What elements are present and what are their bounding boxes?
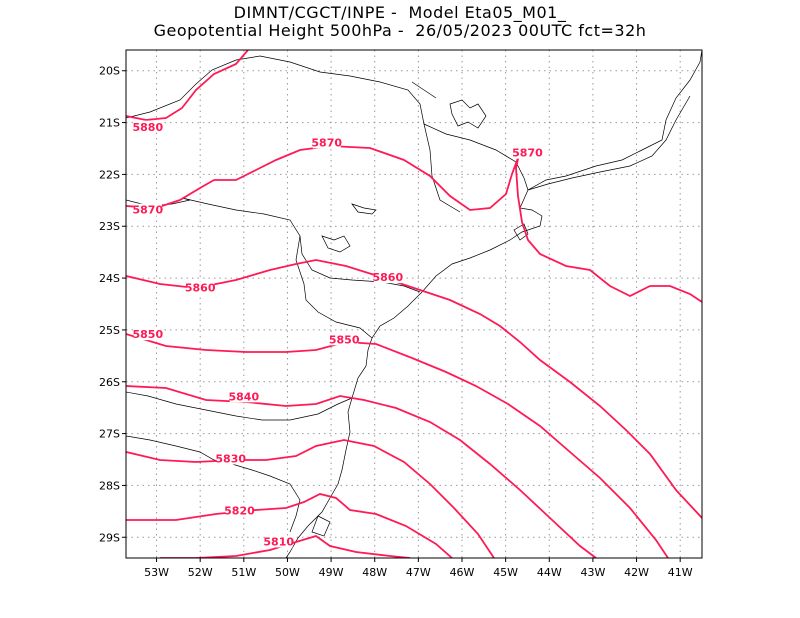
- x-tick-label: 48W: [362, 566, 387, 579]
- contour-label-5860: 5860: [185, 281, 216, 294]
- title-block: DIMNT/CGCT/INPE - Model Eta05_M01_ Geopo…: [0, 4, 800, 40]
- contour-label-5870: 5870: [512, 147, 543, 160]
- y-tick-label: 29S: [99, 531, 120, 544]
- contour-label-bg: [186, 281, 215, 294]
- reservoir-4: [411, 81, 437, 99]
- y-tick-label: 26S: [99, 376, 120, 389]
- coast-lagoon: [311, 515, 331, 537]
- x-tick-label: 41W: [668, 566, 693, 579]
- contour-label-bg: [513, 146, 542, 159]
- contour-5870-line: [126, 145, 702, 303]
- contour-label-bg: [133, 203, 162, 216]
- contour-label-5850: 5850: [329, 333, 360, 346]
- coast-island: [513, 223, 529, 241]
- contour-5830-line: [126, 439, 495, 558]
- border-mg-rj: [527, 95, 691, 191]
- x-tick-label: 42W: [624, 566, 649, 579]
- y-tick-label: 28S: [99, 479, 120, 492]
- y-tick-label: 22S: [99, 168, 120, 181]
- contour-5820-line: [126, 493, 453, 558]
- contour-5840-line: [126, 385, 597, 558]
- contour-5860-line: [126, 259, 702, 519]
- x-tick-label: 47W: [406, 566, 431, 579]
- reservoir-2: [321, 235, 351, 253]
- y-tick-label: 23S: [99, 220, 120, 233]
- contour-labels: 5880 5870 5870 5870 5860 5860 5850 5850 5840 5830…: [133, 121, 544, 549]
- map-background: [126, 50, 702, 558]
- border-mg-sp: [423, 123, 529, 191]
- x-tick-label: 53W: [144, 566, 169, 579]
- y-tick-label: 20S: [99, 65, 120, 78]
- contour-5880-line: [126, 50, 249, 121]
- contour-label-bg: [133, 328, 162, 341]
- contour-5850-line: [126, 333, 669, 558]
- contour-label-5870: 5870: [133, 204, 164, 217]
- y-tick-label: 27S: [99, 428, 120, 441]
- x-tick-label: 44W: [537, 566, 562, 579]
- contour-label-5860: 5860: [373, 271, 404, 284]
- y-axis-ticks: 20S 21S 22S 23S 24S 25S 26S 27S 28S 29S: [99, 65, 126, 544]
- x-tick-label: 45W: [493, 566, 518, 579]
- graticule: [126, 50, 702, 558]
- x-tick-label: 51W: [231, 566, 256, 579]
- y-tick-label: 25S: [99, 324, 120, 337]
- contour-label-bg: [133, 120, 162, 133]
- map-frame: [125, 49, 703, 559]
- title-line-2: Geopotential Height 500hPa - 26/05/2023 …: [153, 21, 647, 40]
- x-tick-label: 52W: [188, 566, 213, 579]
- contour-label-5870: 5870: [311, 136, 342, 149]
- reservoir-3: [351, 203, 377, 215]
- contour-label-bg: [229, 390, 258, 403]
- x-tick-label: 49W: [319, 566, 344, 579]
- contour-label-5840: 5840: [229, 390, 260, 403]
- reservoir-1: [449, 99, 487, 129]
- border-sc-rs: [126, 391, 353, 421]
- contour-label-5850: 5850: [133, 328, 164, 341]
- contour-label-5880: 5880: [133, 121, 164, 134]
- title-line-1: DIMNT/CGCT/INPE - Model Eta05_M01_: [233, 3, 567, 22]
- coastline: [285, 50, 702, 558]
- contour-label-bg: [373, 271, 402, 284]
- x-tick-label: 50W: [275, 566, 300, 579]
- x-tick-label: 43W: [580, 566, 605, 579]
- contour-label-bg: [216, 452, 245, 465]
- contour-5810-line: [160, 535, 411, 558]
- contour-label-bg: [330, 333, 359, 346]
- y-tick-label: 21S: [99, 117, 120, 130]
- x-tick-label: 46W: [450, 566, 475, 579]
- border-ms-sp: [126, 55, 461, 213]
- x-axis-ticks: 53W 52W 51W 50W 49W 48W 47W 46W 45W 44W 43W 42W 41W: [144, 558, 693, 579]
- contour-label-5820: 5820: [224, 504, 255, 517]
- contour-lines: [126, 50, 702, 558]
- contour-label-bg: [312, 136, 341, 149]
- y-tick-label: 24S: [99, 272, 120, 285]
- contour-label-bg: [225, 504, 254, 517]
- contour-label-5810: 5810: [263, 535, 294, 548]
- contour-label-5830: 5830: [215, 453, 246, 466]
- contour-label-bg: [264, 535, 293, 548]
